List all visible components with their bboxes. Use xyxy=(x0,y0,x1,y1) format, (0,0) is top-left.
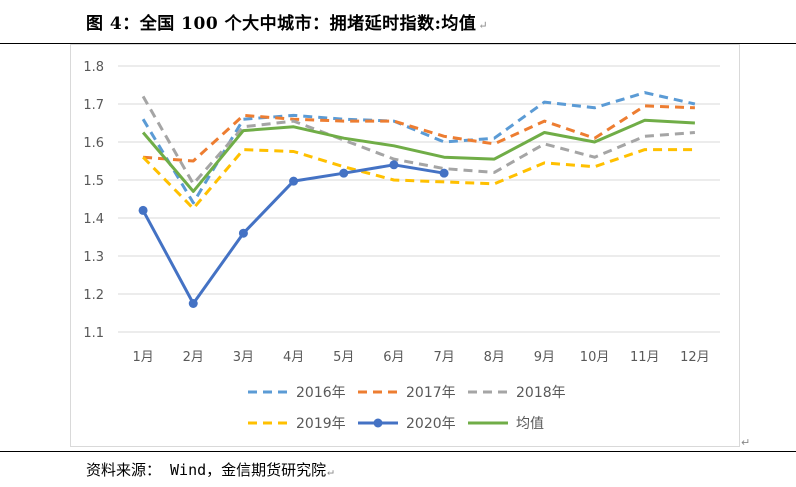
y-tick-label: 1.7 xyxy=(83,98,104,113)
x-tick-label: 6月 xyxy=(383,350,404,365)
legend-marker xyxy=(373,418,383,428)
data-point xyxy=(339,168,349,178)
y-tick-label: 1.5 xyxy=(83,174,104,189)
chart-area xyxy=(70,44,740,447)
legend-label: 2017年 xyxy=(406,385,456,401)
figure-title: 图 4：全国 100 个大中城市：拥堵延时指数:均值 ↵ xyxy=(86,9,488,34)
x-tick-label: 1月 xyxy=(132,350,153,365)
legend-label: 2019年 xyxy=(296,416,346,432)
series-line xyxy=(142,104,695,163)
legend-label: 均值 xyxy=(516,416,544,432)
data-point xyxy=(138,205,148,215)
data-point xyxy=(238,228,248,238)
x-tick-label: 2月 xyxy=(183,350,204,365)
legend-label: 2016年 xyxy=(296,385,346,401)
legend-label: 2020年 xyxy=(406,416,456,432)
data-point xyxy=(389,160,399,170)
top-rule xyxy=(0,43,796,44)
legend-label: 2018年 xyxy=(516,385,566,401)
x-tick-label: 5月 xyxy=(333,350,354,365)
series-line xyxy=(141,95,696,186)
series-line xyxy=(142,148,695,210)
y-tick-label: 1.3 xyxy=(83,250,104,265)
x-tick-label: 9月 xyxy=(534,350,555,365)
y-tick-label: 1.1 xyxy=(83,326,104,341)
bottom-rule xyxy=(0,451,796,452)
x-tick-label: 10月 xyxy=(580,350,610,365)
x-tick-label: 7月 xyxy=(433,350,454,365)
figure-title-text: 图 4：全国 100 个大中城市：拥堵延时指数:均值 xyxy=(86,14,477,34)
series-line xyxy=(141,118,695,193)
source-note: 资料来源： Wind，金信期货研究院↵ xyxy=(86,459,334,480)
x-tick-label: 3月 xyxy=(233,350,254,365)
cell-end-mark: ↵ xyxy=(741,436,751,449)
x-tick-label: 4月 xyxy=(283,350,304,365)
paragraph-mark: ↵ xyxy=(478,19,489,32)
series-line xyxy=(141,91,696,205)
x-tick-label: 8月 xyxy=(484,350,505,365)
data-point xyxy=(188,299,198,308)
data-point xyxy=(289,176,299,186)
source-text: 资料来源： Wind，金信期货研究院 xyxy=(86,461,327,479)
x-tick-label: 12月 xyxy=(680,350,710,365)
y-tick-label: 1.4 xyxy=(83,212,104,227)
y-tick-label: 1.6 xyxy=(83,136,104,151)
data-point xyxy=(439,168,449,178)
y-tick-label: 1.2 xyxy=(83,288,104,303)
x-tick-label: 11月 xyxy=(630,350,660,365)
y-tick-label: 1.8 xyxy=(83,60,104,75)
paragraph-mark: ↵ xyxy=(327,465,334,478)
